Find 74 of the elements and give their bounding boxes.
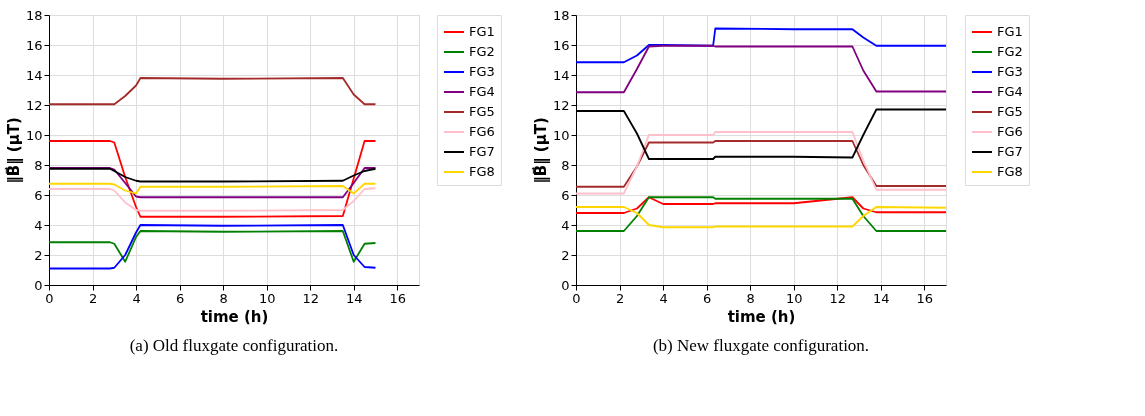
x-tick-label: 8 xyxy=(746,290,755,306)
x-tick-label: 10 xyxy=(258,290,276,306)
y-tick-label: 0 xyxy=(34,277,43,293)
y-tick-label: 10 xyxy=(25,127,43,143)
legend-label: FG8 xyxy=(997,164,1023,179)
y-tick-label: 4 xyxy=(561,217,570,233)
y-tick-label: 8 xyxy=(34,157,43,173)
y-tick-label: 14 xyxy=(552,67,570,83)
legend-label: FG4 xyxy=(997,84,1023,99)
line-series xyxy=(48,224,377,270)
x-axis-title: time (h) xyxy=(727,307,796,326)
line-series xyxy=(575,140,947,188)
legend-label: FG7 xyxy=(997,144,1023,159)
y-tick-label: 0 xyxy=(561,277,570,293)
legend-label: FG7 xyxy=(469,144,495,159)
x-tick-label: 8 xyxy=(219,290,228,306)
line-series xyxy=(48,167,377,199)
x-tick-label: 2 xyxy=(88,290,98,306)
y-tick-label: 6 xyxy=(561,187,570,203)
y-tick-label: 16 xyxy=(25,37,43,53)
x-tick-label: 2 xyxy=(615,290,625,306)
text: (a) Old fluxgate configuration. xyxy=(129,336,339,355)
y-tick-label: 2 xyxy=(34,247,43,263)
y-tick-label: 18 xyxy=(552,7,570,23)
x-tick-label: 6 xyxy=(175,290,185,306)
x-axis-title: time (h) xyxy=(200,307,269,326)
line-series xyxy=(48,77,377,106)
y-tick-label: 10 xyxy=(552,127,570,143)
y-axis-title: ‖B⃗‖ (μT) xyxy=(531,117,551,184)
x-tick-label: 0 xyxy=(45,290,54,306)
line-series xyxy=(575,196,947,214)
y-tick-label: 6 xyxy=(34,187,43,203)
text: (b) New fluxgate configuration. xyxy=(652,336,870,355)
x-tick-label: 4 xyxy=(132,290,141,306)
legend-label: FG5 xyxy=(469,104,495,119)
x-tick-label: 4 xyxy=(659,290,668,306)
y-tick-label: 14 xyxy=(25,67,43,83)
y-tick-label: 2 xyxy=(561,247,570,263)
x-tick-label: 12 xyxy=(829,290,846,306)
x-tick-label: 14 xyxy=(872,290,890,306)
legend-label: FG2 xyxy=(469,44,495,59)
line-series xyxy=(575,206,947,229)
line-series xyxy=(575,27,947,64)
line-series xyxy=(48,140,377,218)
x-tick-label: 14 xyxy=(345,290,363,306)
legend-label: FG6 xyxy=(469,124,495,139)
y-tick-label: 16 xyxy=(552,37,570,53)
line-series xyxy=(575,44,947,94)
legend-label: FG8 xyxy=(469,164,495,179)
x-tick-label: 16 xyxy=(916,290,934,306)
legend-label: FG5 xyxy=(997,104,1023,119)
x-tick-label: 10 xyxy=(785,290,803,306)
x-tick-label: 16 xyxy=(389,290,407,306)
y-tick-label: 12 xyxy=(552,97,570,113)
y-tick-label: 4 xyxy=(34,217,43,233)
x-tick-label: 0 xyxy=(572,290,581,306)
y-tick-label: 18 xyxy=(25,7,43,23)
line-series xyxy=(575,196,947,232)
legend-label: FG3 xyxy=(469,64,495,79)
line-series xyxy=(48,182,377,195)
y-axis-title: ‖B⃗‖ (μT) xyxy=(4,117,24,184)
legend-label: FG6 xyxy=(997,124,1023,139)
y-tick-label: 12 xyxy=(25,97,43,113)
line-series xyxy=(575,131,947,195)
legend-label: FG2 xyxy=(997,44,1023,59)
legend-label: FG3 xyxy=(997,64,1023,79)
line-series xyxy=(48,230,377,263)
x-tick-label: 6 xyxy=(702,290,712,306)
legend-label: FG4 xyxy=(469,84,495,99)
y-tick-label: 8 xyxy=(561,157,570,173)
legend-label: FG1 xyxy=(997,24,1023,39)
legend-label: FG1 xyxy=(469,24,495,39)
line-series xyxy=(48,187,377,212)
x-tick-label: 12 xyxy=(302,290,319,306)
